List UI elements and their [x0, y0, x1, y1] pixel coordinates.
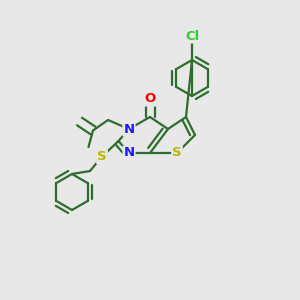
- Text: Cl: Cl: [185, 29, 199, 43]
- Text: S: S: [97, 150, 107, 163]
- Text: S: S: [172, 146, 182, 160]
- Text: O: O: [144, 92, 156, 106]
- Text: N: N: [123, 122, 135, 136]
- Text: N: N: [123, 146, 135, 160]
